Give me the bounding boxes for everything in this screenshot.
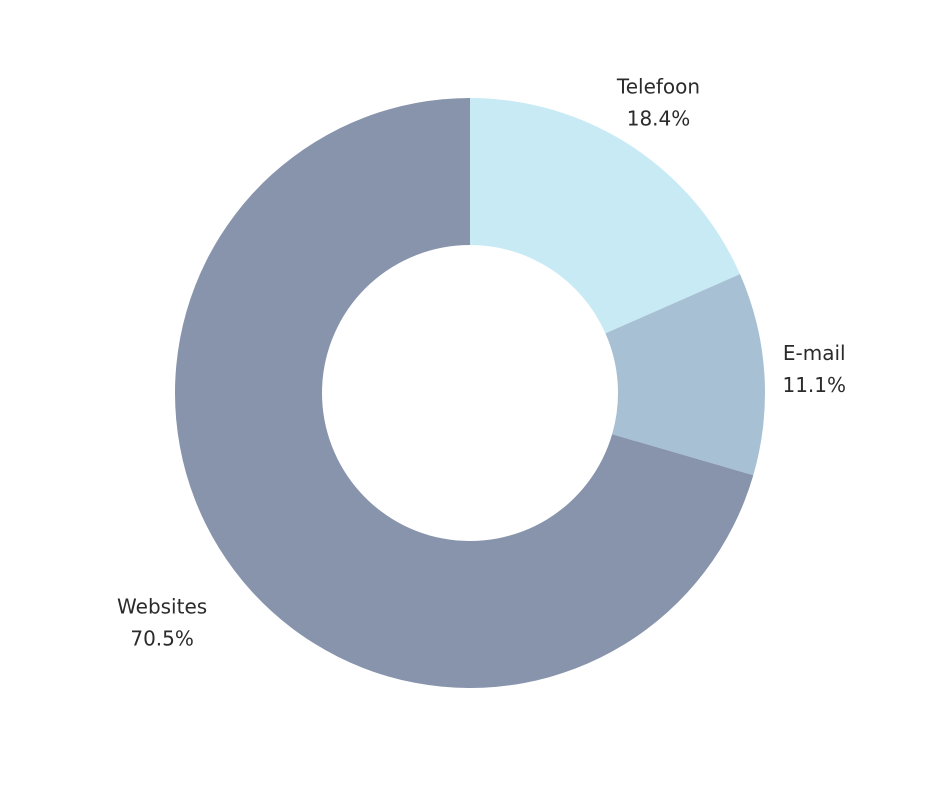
slice-value-label: 11.1% — [782, 373, 846, 397]
slice-label: Telefoon — [616, 75, 700, 99]
slice-label: Websites — [117, 595, 207, 619]
donut-slice — [605, 274, 765, 476]
slice-label: E-mail — [783, 341, 846, 365]
donut-slice — [470, 98, 740, 334]
slice-value-label: 18.4% — [627, 107, 691, 131]
donut-slice — [174, 98, 754, 688]
slice-value-label: 70.5% — [130, 627, 194, 651]
